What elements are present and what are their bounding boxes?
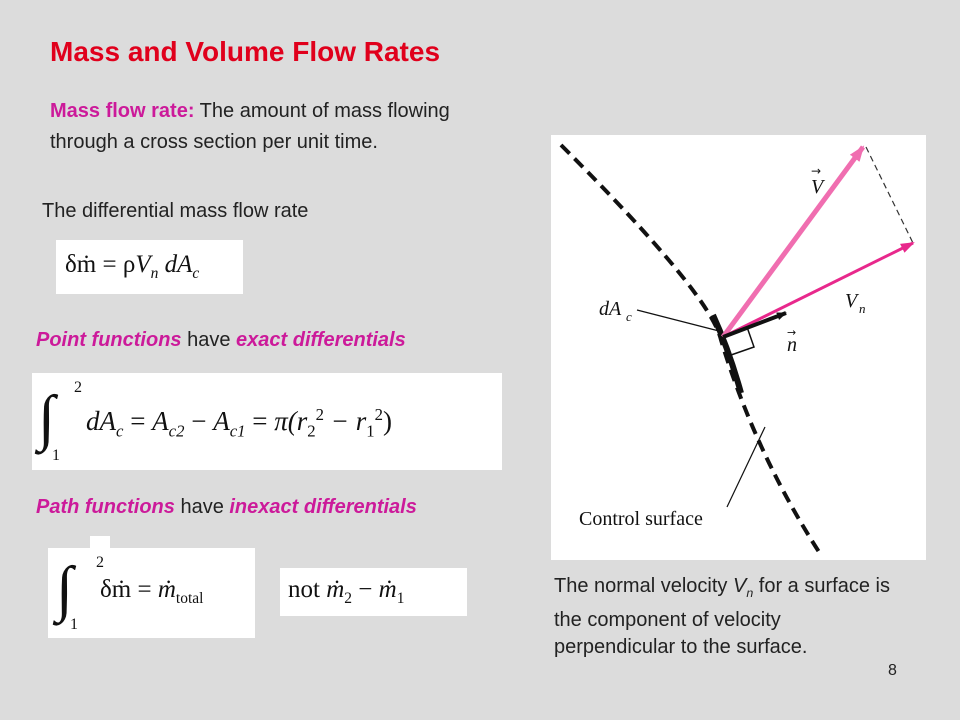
eq4-not: not [288,576,320,603]
vector-arrow-icon: → [811,164,821,178]
equation-differential-mass-flow: δṁ = ρVn dAc [56,240,243,294]
eq2-A-c2: A [152,406,169,436]
normal-velocity-label: V [845,290,860,312]
eq2-A-c1: A [213,406,230,436]
eq1-dA: dA [164,251,193,278]
equation-not-difference: not ṁ2 − ṁ1 [280,568,467,616]
path-term2: inexact differentials [229,496,417,518]
normal-velocity-arrow [722,241,915,339]
normal-unit-label: n [787,334,797,356]
eq1-V-sub: n [150,265,159,282]
eq1-lhs: δṁ [65,251,97,278]
point-functions-heading: Point functions have exact differentials [36,329,406,352]
eq1-rho: ρ [122,251,136,278]
point-mid: have [181,329,237,351]
eq2-upper-limit: 2 [74,379,82,396]
eq2-lower-limit: 1 [52,447,60,464]
control-surface-figure: V → V n n → dA c Control surface [551,135,926,560]
definition-line1: The amount of mass flowing [194,100,450,122]
dA-leader [636,309,720,332]
normal-velocity-note: The normal velocity Vn for a surface is … [554,573,894,661]
eq3-sub: total [175,590,204,607]
control-surface-curve [559,143,823,557]
mass-flow-definition: Mass flow rate: The amount of mass flowi… [50,96,450,158]
eq2-A-c1-sub: c1 [229,421,246,441]
point-term2: exact differentials [236,329,406,351]
slide-title: Mass and Volume Flow Rates [50,36,441,67]
note-part2: for a surface is the component of veloci… [554,575,890,658]
point-term1: Point functions [36,329,182,351]
normal-velocity-sub: n [859,301,866,316]
eq2-r2-sup: 2 [315,405,325,424]
eq4-minus: − [358,576,373,603]
note-symbol: V [732,575,747,597]
differential-label: The differential mass flow rate [42,200,309,222]
equation-path-integral: 2 ∫ 1 δṁ = ṁtotal [48,548,255,638]
eq3-mdot: ṁ [157,576,176,603]
eq4-m2-sub: 2 [344,590,353,607]
path-mid: have [174,496,230,518]
eq1-equals: = [102,251,117,278]
eq3-upper-limit: 2 [96,554,104,571]
path-functions-heading: Path functions have inexact differential… [36,496,417,519]
velocity-arrow [720,145,866,339]
right-angle-marker [730,326,755,356]
eq4-m1-sub: 1 [396,590,405,607]
normal-unit-arrow [722,311,787,339]
eq2-r2-sub: 2 [307,421,316,441]
eq1-dA-sub: c [192,265,200,282]
eq4-m2: ṁ [326,576,345,603]
note-symbol-sub: n [746,586,754,600]
eq3-lhs: δṁ [100,576,132,603]
eq2-equals1: = [130,406,146,436]
eq3-lower-limit: 1 [70,616,78,633]
eq2-dA-sub: c [116,421,124,441]
note-part1: The normal velocity [554,575,733,597]
path-term1: Path functions [36,496,175,518]
area-element-sub: c [626,309,632,324]
eq2-integral-sign: ∫ [38,384,55,452]
eq2-r1-sub: 1 [366,421,375,441]
eq3-equals: = [137,576,152,603]
control-surface-label: Control surface [579,508,703,530]
eq2-minus-r: − r [324,406,367,436]
equation-exact-differential: 2 ∫ 1 dAc = Ac2 − Ac1 = π(r22 − r12) [32,373,502,470]
normal-vector-arrow-icon: → [787,326,796,339]
area-element-label: dA [599,298,622,320]
eq2-dA: dA [86,406,116,436]
eq4-m1: ṁ [378,576,397,603]
eq2-equals2: = [252,406,268,436]
mass-flow-term: Mass flow rate: [50,100,195,122]
eq3-integral-sign: ∫ [56,555,73,623]
area-element-segment [710,313,744,394]
eq2-A-c2-sub: c2 [168,421,185,441]
eq2-minus: − [191,406,207,436]
control-surface-leader [726,426,766,508]
eq1-V: V [135,251,151,278]
projection-line [865,146,914,244]
page-number: 8 [888,662,897,679]
eq2-pi-r: π(r [274,406,308,436]
definition-line2: through a cross section per unit time. [50,131,378,153]
eq3-tab [90,536,110,550]
eq2-close: ) [383,406,392,436]
velocity-label: V [811,176,826,198]
eq2-r1-sup: 2 [374,405,383,424]
figure-svg: V → V n n → dA c Control surface [559,143,915,557]
